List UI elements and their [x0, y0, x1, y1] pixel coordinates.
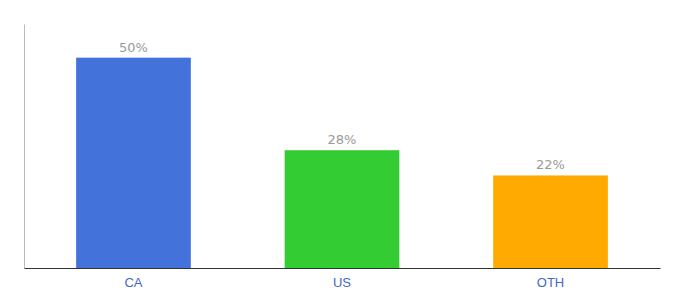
- data-label: 50%: [119, 40, 148, 55]
- bar: [76, 58, 191, 268]
- y-axis-line: [24, 25, 25, 269]
- x-axis-line: [25, 268, 661, 269]
- x-tick: OTH: [537, 268, 564, 290]
- plot-area: CA US OTH 50% 28% 22%: [25, 25, 661, 290]
- x-tick: CA: [124, 268, 142, 290]
- data-label: 28%: [328, 132, 357, 147]
- chart-svg: CA US OTH 50% 28% 22%: [0, 0, 680, 300]
- data-label: 22%: [536, 157, 565, 172]
- bars: [76, 58, 608, 268]
- bar: [493, 175, 608, 268]
- chart-container: CA US OTH 50% 28% 22%: [0, 0, 680, 300]
- x-tick-label: CA: [124, 275, 142, 290]
- x-tick-label: OTH: [537, 275, 564, 290]
- x-tick: US: [333, 268, 351, 290]
- y-axis: [24, 25, 25, 269]
- data-labels: 50% 28% 22%: [119, 40, 565, 173]
- bar: [285, 150, 400, 268]
- x-axis: CA US OTH: [25, 268, 661, 290]
- x-tick-label: US: [333, 275, 351, 290]
